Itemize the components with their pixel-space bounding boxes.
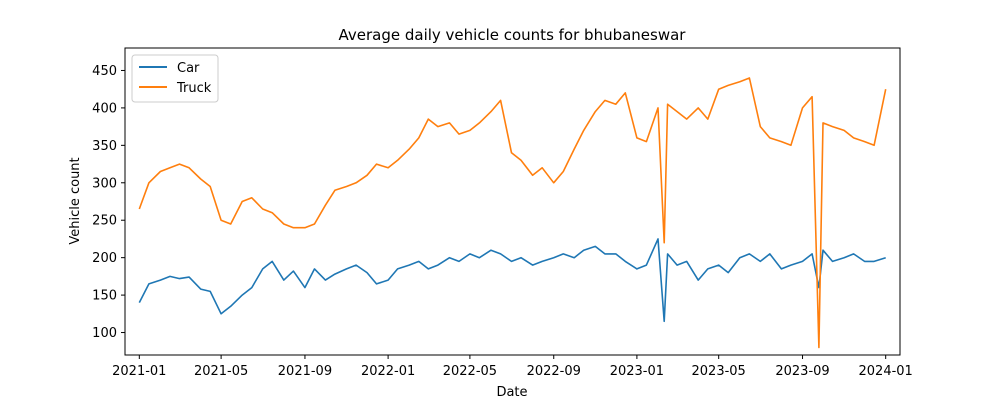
legend: Car Truck <box>131 54 219 103</box>
x-tick-label: 2023-05 <box>692 364 746 379</box>
legend-label-car: Car <box>177 61 200 76</box>
x-tick-label: 2021-09 <box>278 364 332 379</box>
x-tick-label: 2023-09 <box>775 364 829 379</box>
x-tick-label: 2021-01 <box>112 364 166 379</box>
plot-area <box>125 48 900 355</box>
x-tick-label: 2022-09 <box>527 364 581 379</box>
y-tick-label: 450 <box>92 64 117 79</box>
plot-frame <box>124 47 901 356</box>
y-tick-label: 100 <box>92 326 117 341</box>
y-tick-label: 300 <box>92 176 117 191</box>
x-axis-label: Date <box>496 385 527 400</box>
y-tick-label: 250 <box>92 214 117 229</box>
y-tick-label: 350 <box>92 139 117 154</box>
x-tick-label: 2022-01 <box>361 364 415 379</box>
y-axis-label: Vehicle count <box>68 157 83 244</box>
legend-label-truck: Truck <box>176 81 212 96</box>
x-axis-ticks: 2021-01 2021-05 2021-09 2022-01 2022-05 2022-… <box>112 355 913 379</box>
series-line-car <box>138 238 886 323</box>
chart-title: Average daily vehicle counts for bhubane… <box>339 26 687 44</box>
x-tick-label: 2024-01 <box>859 364 913 379</box>
series-line-truck <box>138 77 887 349</box>
x-tick-label: 2021-05 <box>194 364 248 379</box>
x-tick-label: 2022-05 <box>443 364 497 379</box>
y-tick-label: 200 <box>92 251 117 266</box>
y-tick-label: 400 <box>92 101 117 116</box>
series-layer <box>138 77 887 349</box>
y-tick-label: 150 <box>92 289 117 304</box>
y-axis-ticks: 100 150 200 250 300 350 400 450 <box>92 64 125 341</box>
x-tick-label: 2023-01 <box>610 364 664 379</box>
